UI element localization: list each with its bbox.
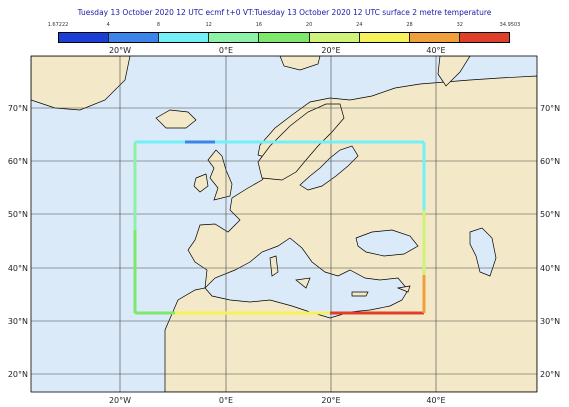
lon-labels-bottom: 20°W 0°E 20°E 40°E	[109, 396, 446, 405]
lon-label: 20°W	[109, 396, 131, 405]
lon-label: 20°E	[321, 46, 340, 55]
lat-label: 70°N	[540, 104, 560, 113]
crete-land	[352, 292, 368, 296]
lat-labels-right: 70°N 60°N 50°N 40°N 30°N 20°N	[540, 104, 560, 379]
lat-label: 50°N	[8, 210, 28, 219]
lat-label: 40°N	[8, 264, 28, 273]
lat-label: 20°N	[540, 370, 560, 379]
lon-label: 20°E	[321, 396, 340, 405]
lat-label: 40°N	[540, 264, 560, 273]
lon-label: 0°E	[219, 396, 233, 405]
lon-label: 20°W	[109, 46, 131, 55]
lat-label: 30°N	[540, 317, 560, 326]
lat-label: 20°N	[8, 370, 28, 379]
lat-label: 30°N	[8, 317, 28, 326]
lon-label: 0°E	[219, 46, 233, 55]
lat-label: 60°N	[540, 157, 560, 166]
lat-label: 50°N	[540, 210, 560, 219]
lon-label: 40°E	[426, 396, 445, 405]
lon-labels-top: 20°W 0°E 20°E 40°E	[109, 46, 446, 55]
lon-label: 40°E	[426, 46, 445, 55]
lat-label: 60°N	[8, 157, 28, 166]
lat-labels-left: 70°N 60°N 50°N 40°N 30°N 20°N	[8, 104, 28, 379]
lat-label: 70°N	[8, 104, 28, 113]
